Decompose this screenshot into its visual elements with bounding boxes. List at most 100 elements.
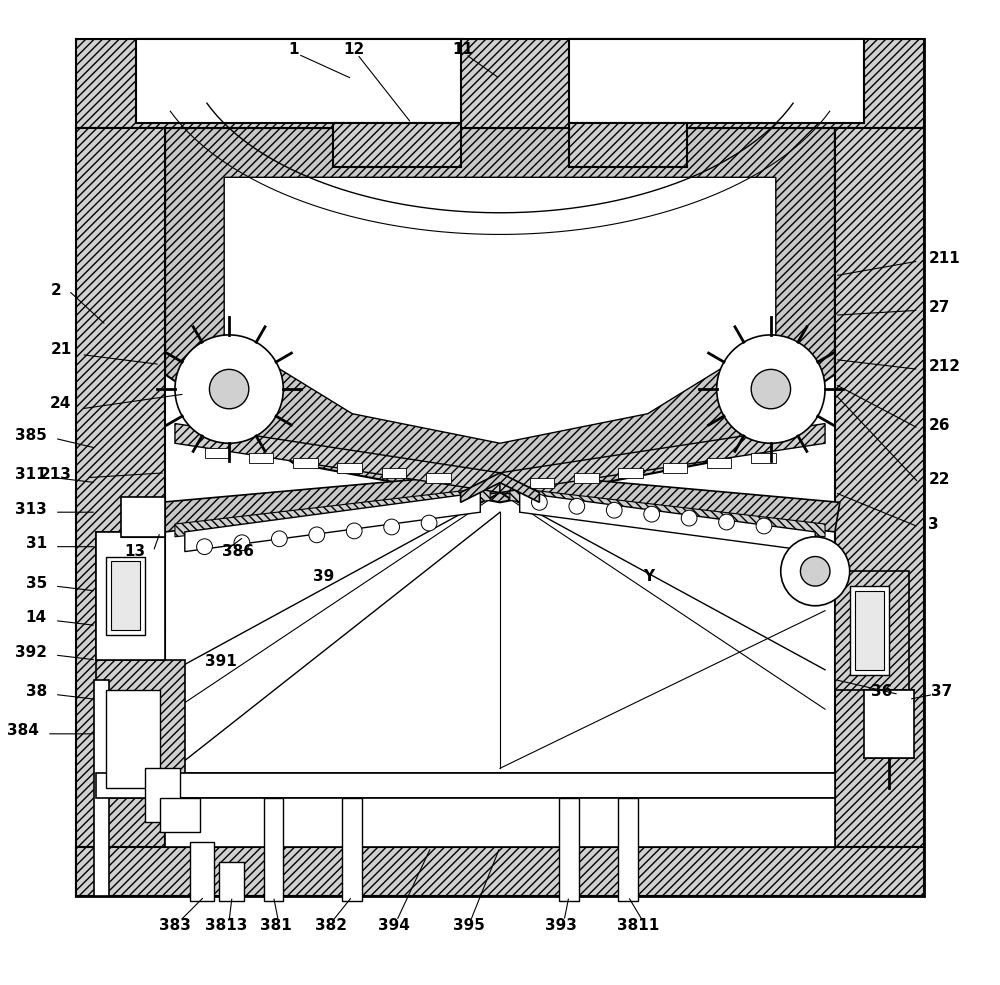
Circle shape — [751, 369, 791, 409]
Circle shape — [717, 335, 825, 443]
Circle shape — [209, 369, 249, 409]
Polygon shape — [224, 177, 776, 443]
Bar — [94, 680, 109, 896]
Bar — [205, 448, 229, 458]
Polygon shape — [569, 39, 864, 123]
Text: 395: 395 — [453, 918, 484, 934]
Bar — [574, 473, 598, 483]
Circle shape — [197, 539, 212, 555]
Text: 13: 13 — [124, 544, 145, 559]
Bar — [121, 497, 165, 537]
Text: 35: 35 — [26, 575, 47, 591]
Bar — [76, 39, 924, 896]
Bar — [293, 458, 318, 468]
Circle shape — [756, 518, 772, 534]
Text: 313: 313 — [15, 501, 47, 517]
Text: 26: 26 — [928, 418, 950, 433]
Polygon shape — [76, 39, 924, 128]
Bar — [160, 798, 200, 832]
Bar — [264, 798, 283, 901]
Text: 11: 11 — [452, 41, 473, 57]
Polygon shape — [76, 847, 924, 896]
Circle shape — [719, 514, 734, 530]
Text: 24: 24 — [50, 396, 72, 412]
Text: 14: 14 — [26, 610, 47, 625]
Text: 381: 381 — [260, 918, 291, 934]
Polygon shape — [500, 424, 825, 492]
Bar — [426, 473, 451, 483]
Text: 393: 393 — [545, 918, 577, 934]
Circle shape — [309, 527, 325, 543]
Text: 384: 384 — [7, 723, 39, 739]
Bar — [707, 458, 731, 468]
Text: 1: 1 — [288, 41, 298, 57]
Polygon shape — [175, 488, 490, 537]
Bar — [530, 478, 554, 488]
Text: 21: 21 — [50, 342, 72, 358]
Bar — [559, 798, 579, 901]
Text: 39: 39 — [313, 568, 334, 584]
Bar — [96, 532, 165, 660]
Polygon shape — [510, 488, 825, 537]
Circle shape — [532, 494, 547, 510]
Polygon shape — [185, 492, 480, 552]
Text: 212: 212 — [928, 359, 960, 374]
Bar — [121, 497, 165, 537]
Text: 37: 37 — [931, 684, 953, 699]
Bar — [249, 453, 273, 463]
Polygon shape — [835, 128, 924, 896]
Text: 38: 38 — [26, 684, 47, 699]
Polygon shape — [165, 798, 835, 847]
Bar — [96, 773, 835, 798]
Text: 22: 22 — [928, 472, 950, 488]
Polygon shape — [461, 473, 539, 502]
Polygon shape — [76, 128, 165, 896]
Polygon shape — [520, 492, 815, 552]
Bar — [855, 591, 884, 670]
Circle shape — [681, 510, 697, 526]
Bar — [96, 532, 165, 660]
Bar — [835, 571, 909, 690]
Polygon shape — [160, 473, 500, 532]
Bar — [751, 453, 776, 463]
Bar — [618, 468, 643, 478]
Text: 391: 391 — [205, 654, 236, 670]
Circle shape — [569, 498, 585, 514]
Circle shape — [421, 515, 437, 531]
Polygon shape — [333, 123, 461, 167]
Circle shape — [234, 535, 250, 551]
Bar — [382, 468, 406, 478]
Text: 2: 2 — [51, 283, 62, 298]
Circle shape — [175, 335, 283, 443]
Text: 27: 27 — [928, 299, 950, 315]
Circle shape — [781, 537, 850, 606]
Bar — [106, 690, 160, 788]
Bar — [145, 768, 180, 822]
Bar — [219, 862, 244, 901]
Bar — [96, 660, 185, 798]
Text: 213: 213 — [40, 467, 72, 483]
Polygon shape — [175, 424, 500, 492]
Text: 392: 392 — [15, 644, 47, 660]
Circle shape — [800, 557, 830, 586]
Text: 385: 385 — [15, 427, 47, 443]
Text: 382: 382 — [315, 918, 347, 934]
Polygon shape — [165, 128, 835, 502]
Circle shape — [644, 506, 660, 522]
Text: 31: 31 — [26, 536, 47, 552]
Bar — [111, 561, 140, 630]
Circle shape — [384, 519, 400, 535]
Bar — [618, 798, 638, 901]
Text: 3: 3 — [928, 516, 939, 532]
Text: 394: 394 — [378, 918, 410, 934]
Bar — [864, 690, 914, 758]
Bar — [663, 463, 687, 473]
Bar — [850, 586, 889, 675]
Bar — [337, 463, 362, 473]
Text: Y: Y — [643, 568, 654, 584]
Text: 383: 383 — [159, 918, 191, 934]
Text: 36: 36 — [871, 684, 892, 699]
Circle shape — [271, 531, 287, 547]
Text: 211: 211 — [928, 250, 960, 266]
Text: 386: 386 — [222, 544, 254, 559]
